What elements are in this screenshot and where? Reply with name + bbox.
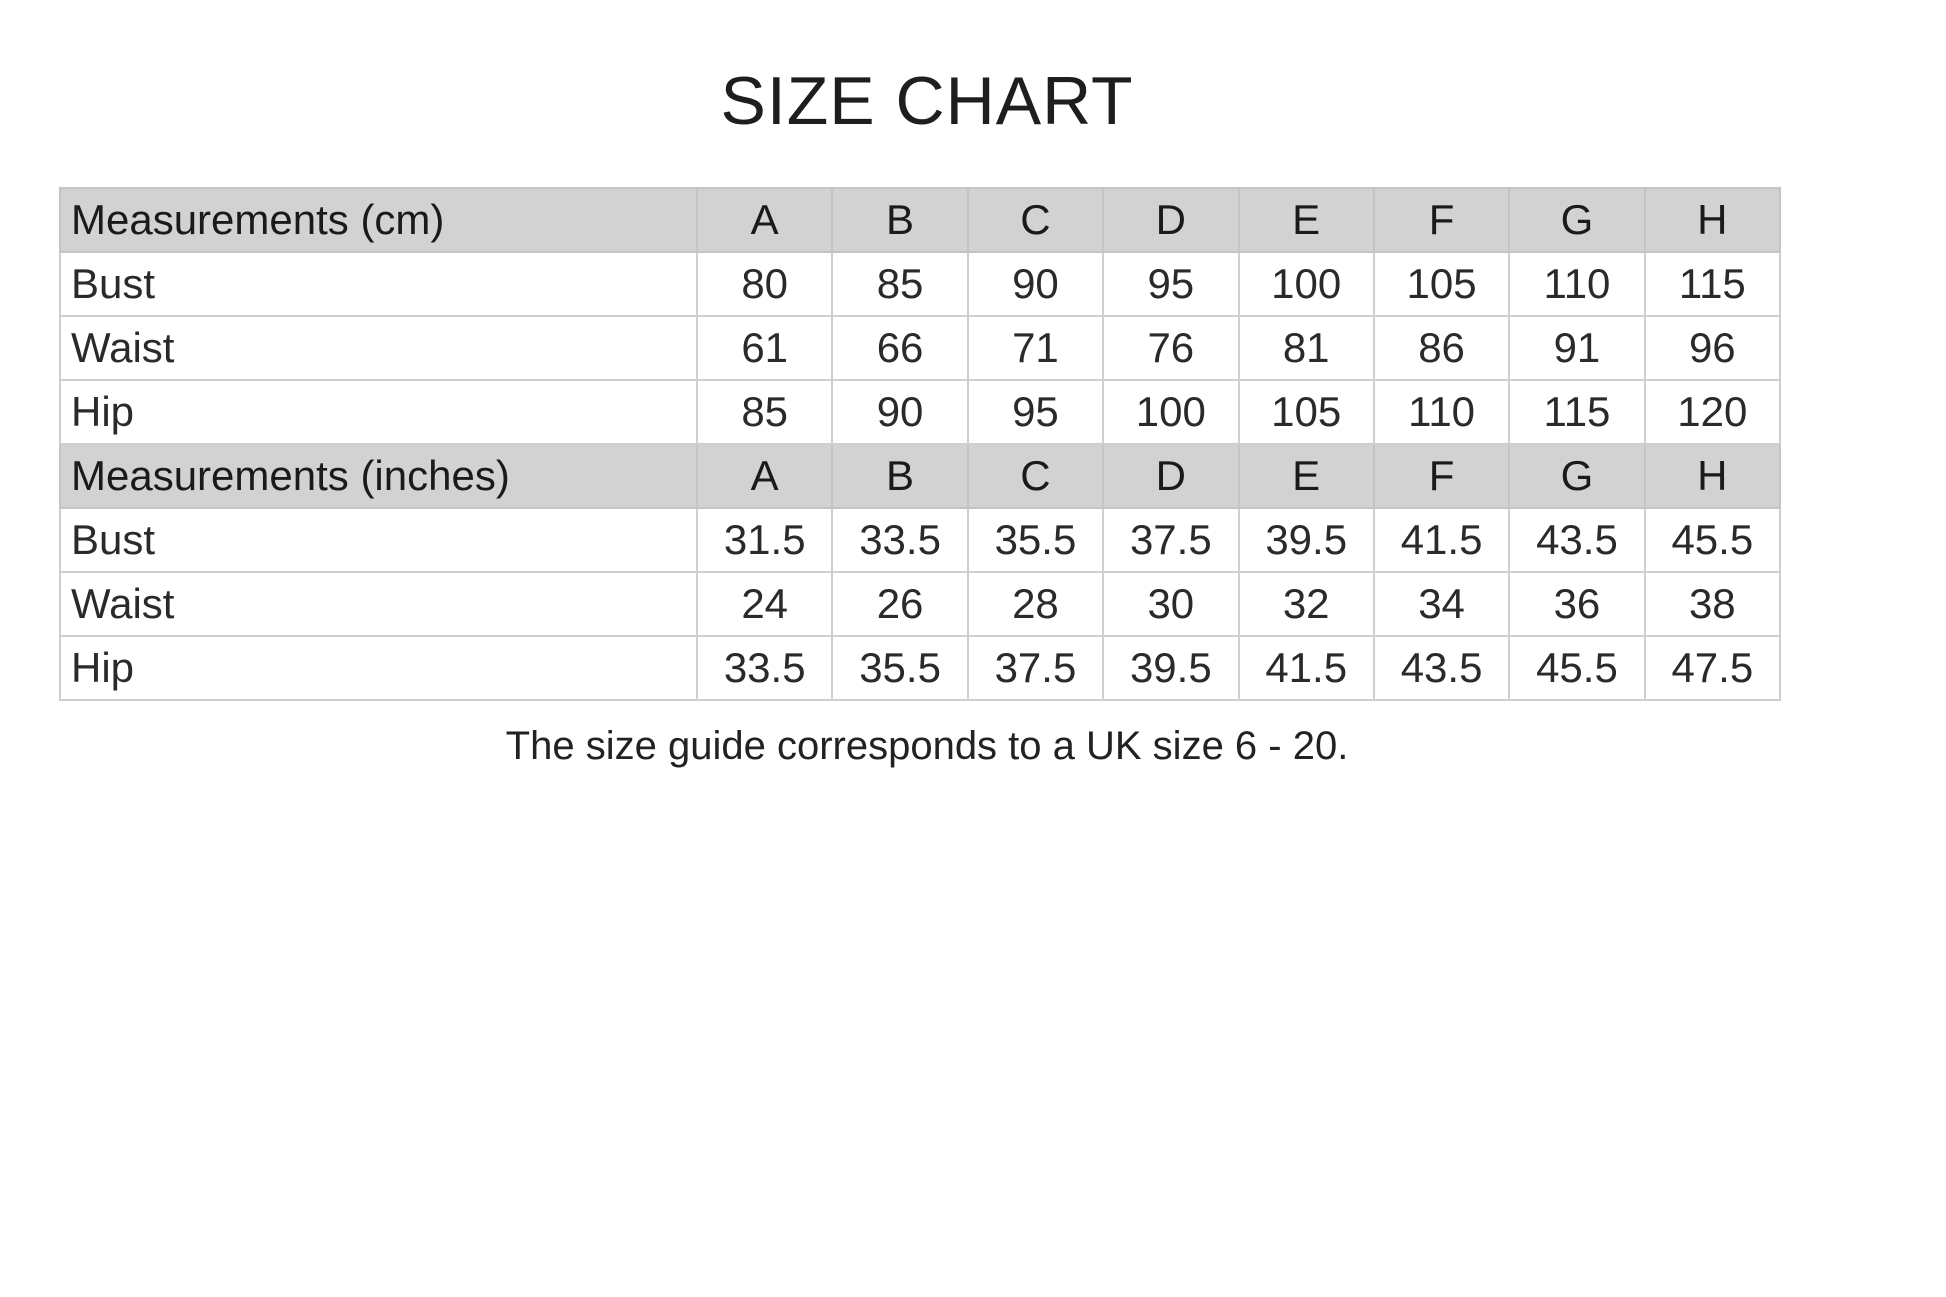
measurement-value: 37.5 xyxy=(1102,507,1240,573)
size-header: F xyxy=(1372,187,1511,253)
measurement-value: 80 xyxy=(695,251,834,317)
measurement-value: 33.5 xyxy=(831,507,969,573)
measurement-value: 95 xyxy=(966,379,1105,445)
measurement-value: 41.5 xyxy=(1237,635,1375,701)
measurement-value: 35.5 xyxy=(831,635,969,701)
measurement-value: 86 xyxy=(1372,315,1511,381)
table-row: Hip 33.5 35.5 37.5 39.5 41.5 43.5 45.5 47.5 xyxy=(59,635,1782,701)
table-row: Hip 85 90 95 100 105 110 115 120 xyxy=(59,379,1782,445)
size-header: E xyxy=(1237,187,1375,253)
size-guide-note: The size guide corresponds to a UK size … xyxy=(505,724,1349,768)
size-chart-table: Measurements (cm) A B C D E F G H Bust 80 85 90 95 100… xyxy=(59,187,1782,701)
size-header: H xyxy=(1643,187,1782,253)
measurement-label: Bust xyxy=(59,251,698,317)
measurement-value: 96 xyxy=(1643,315,1782,381)
size-header: D xyxy=(1102,443,1240,509)
size-header: E xyxy=(1237,443,1375,509)
measurement-value: 110 xyxy=(1372,379,1511,445)
section-header: Measurements (inches) xyxy=(59,443,698,509)
size-header: C xyxy=(966,187,1105,253)
measurement-value: 85 xyxy=(695,379,834,445)
measurement-value: 36 xyxy=(1508,571,1646,637)
measurement-value: 85 xyxy=(831,251,969,317)
measurement-value: 37.5 xyxy=(966,635,1105,701)
measurement-value: 120 xyxy=(1643,379,1782,445)
measurement-label: Hip xyxy=(59,635,698,701)
measurement-value: 115 xyxy=(1643,251,1782,317)
measurement-value: 61 xyxy=(695,315,834,381)
measurement-value: 28 xyxy=(966,571,1105,637)
section-header: Measurements (cm) xyxy=(59,187,698,253)
measurement-value: 43.5 xyxy=(1372,635,1511,701)
measurement-value: 105 xyxy=(1237,379,1375,445)
measurement-value: 34 xyxy=(1372,571,1511,637)
measurement-value: 24 xyxy=(695,571,834,637)
measurement-value: 39.5 xyxy=(1237,507,1375,573)
measurement-value: 90 xyxy=(966,251,1105,317)
table-row: Waist 61 66 71 76 81 86 91 96 xyxy=(59,315,1782,381)
page-title: SIZE CHART xyxy=(720,63,1134,139)
measurement-value: 66 xyxy=(831,315,969,381)
measurement-value: 81 xyxy=(1237,315,1375,381)
measurement-value: 33.5 xyxy=(695,635,834,701)
measurement-value: 76 xyxy=(1102,315,1240,381)
measurement-value: 32 xyxy=(1237,571,1375,637)
measurement-value: 115 xyxy=(1508,379,1646,445)
measurement-value: 95 xyxy=(1102,251,1240,317)
size-header: G xyxy=(1508,187,1646,253)
size-header: C xyxy=(966,443,1105,509)
size-header: D xyxy=(1102,187,1240,253)
table-row: Waist 24 26 28 30 32 34 36 38 xyxy=(59,571,1782,637)
measurement-value: 100 xyxy=(1237,251,1375,317)
size-header: B xyxy=(831,443,969,509)
measurement-value: 41.5 xyxy=(1372,507,1511,573)
measurement-value: 110 xyxy=(1508,251,1646,317)
section-header-row: Measurements (inches) A B C D E F G H xyxy=(59,443,1782,509)
measurement-label: Waist xyxy=(59,315,698,381)
size-header: H xyxy=(1643,443,1782,509)
measurement-value: 100 xyxy=(1102,379,1240,445)
measurement-value: 38 xyxy=(1643,571,1782,637)
measurement-value: 30 xyxy=(1102,571,1240,637)
size-header: F xyxy=(1372,443,1511,509)
measurement-value: 105 xyxy=(1372,251,1511,317)
measurement-value: 47.5 xyxy=(1643,635,1782,701)
measurement-label: Waist xyxy=(59,571,698,637)
size-header: A xyxy=(695,443,834,509)
table-row: Bust 80 85 90 95 100 105 110 115 xyxy=(59,251,1782,317)
size-header: G xyxy=(1508,443,1646,509)
size-header: A xyxy=(695,187,834,253)
measurement-value: 91 xyxy=(1508,315,1646,381)
size-header: B xyxy=(831,187,969,253)
measurement-value: 31.5 xyxy=(695,507,834,573)
measurement-value: 71 xyxy=(966,315,1105,381)
measurement-value: 43.5 xyxy=(1508,507,1646,573)
measurement-value: 90 xyxy=(831,379,969,445)
measurement-label: Bust xyxy=(59,507,698,573)
measurement-value: 45.5 xyxy=(1643,507,1782,573)
measurement-value: 45.5 xyxy=(1508,635,1646,701)
table-row: Bust 31.5 33.5 35.5 37.5 39.5 41.5 43.5 45.5 xyxy=(59,507,1782,573)
measurement-value: 35.5 xyxy=(966,507,1105,573)
section-header-row: Measurements (cm) A B C D E F G H xyxy=(59,187,1782,253)
measurement-value: 26 xyxy=(831,571,969,637)
measurement-value: 39.5 xyxy=(1102,635,1240,701)
measurement-label: Hip xyxy=(59,379,698,445)
